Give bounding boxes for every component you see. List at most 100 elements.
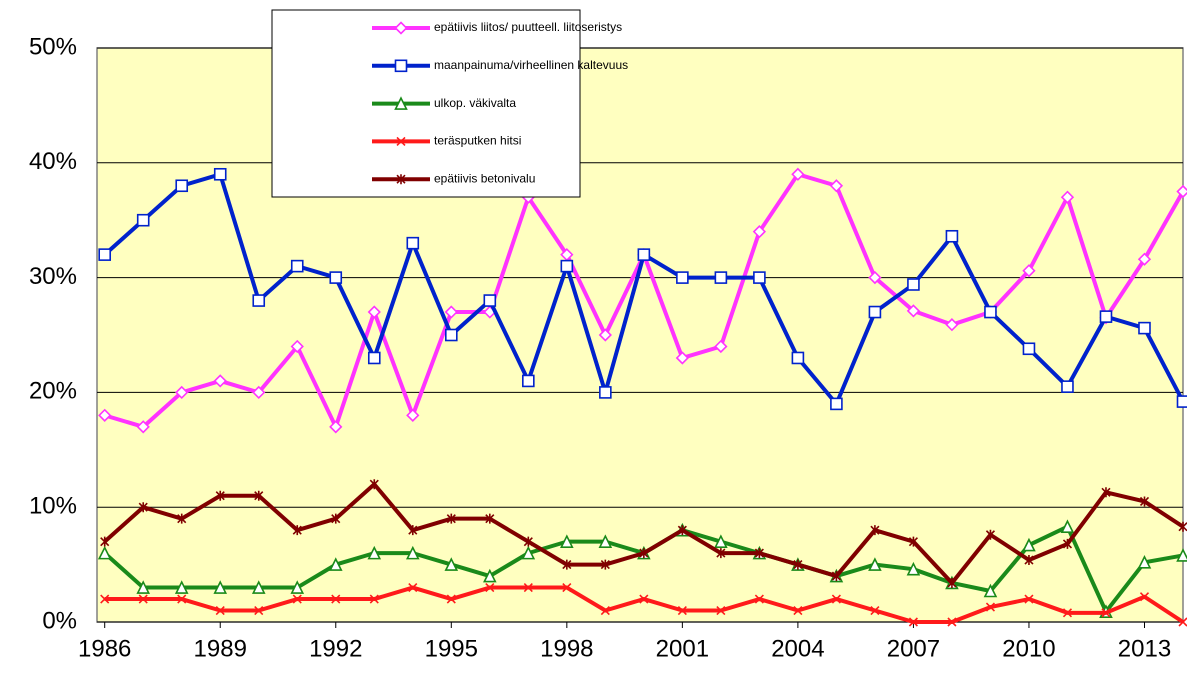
marker bbox=[906, 561, 921, 576]
marker bbox=[791, 167, 805, 181]
marker bbox=[1176, 548, 1187, 562]
marker bbox=[396, 174, 406, 185]
marker bbox=[290, 580, 305, 594]
marker bbox=[753, 271, 766, 284]
x-tick-label: 1992 bbox=[309, 635, 362, 662]
marker bbox=[328, 557, 343, 571]
marker bbox=[215, 490, 225, 501]
marker bbox=[98, 248, 112, 261]
marker bbox=[560, 259, 574, 273]
marker bbox=[1178, 617, 1187, 627]
marker bbox=[752, 225, 767, 239]
marker bbox=[483, 568, 497, 583]
marker bbox=[329, 271, 343, 284]
marker bbox=[754, 594, 764, 604]
marker bbox=[254, 605, 264, 616]
marker bbox=[175, 179, 189, 193]
marker bbox=[483, 294, 497, 307]
marker bbox=[100, 536, 110, 547]
marker bbox=[754, 548, 764, 559]
marker bbox=[984, 305, 997, 319]
marker bbox=[290, 339, 304, 354]
marker bbox=[599, 386, 612, 399]
marker bbox=[1176, 395, 1187, 408]
marker bbox=[1101, 608, 1111, 618]
marker bbox=[136, 420, 150, 434]
marker bbox=[985, 602, 996, 612]
marker bbox=[252, 294, 266, 307]
marker bbox=[292, 525, 302, 536]
x-tick-label: 2007 bbox=[887, 635, 940, 662]
marker bbox=[177, 513, 187, 524]
marker bbox=[868, 270, 882, 285]
x-tick-label: 2010 bbox=[1002, 635, 1055, 662]
marker bbox=[394, 21, 408, 35]
marker bbox=[367, 545, 382, 560]
marker bbox=[174, 580, 189, 594]
y-tick-label: 50% bbox=[29, 33, 77, 60]
marker bbox=[831, 594, 841, 604]
marker bbox=[714, 271, 728, 284]
marker bbox=[329, 420, 343, 434]
x-tick-label: 1989 bbox=[194, 635, 247, 662]
marker bbox=[369, 479, 379, 490]
marker bbox=[791, 351, 805, 365]
marker bbox=[405, 545, 420, 560]
marker bbox=[175, 385, 189, 400]
marker bbox=[100, 594, 110, 604]
marker bbox=[1024, 555, 1034, 566]
marker bbox=[908, 617, 918, 627]
marker bbox=[254, 490, 264, 501]
y-tick-label: 10% bbox=[29, 493, 77, 520]
marker bbox=[562, 582, 572, 593]
marker bbox=[947, 577, 957, 588]
marker bbox=[444, 305, 458, 319]
marker bbox=[831, 571, 841, 582]
marker bbox=[829, 179, 844, 193]
marker bbox=[793, 605, 803, 616]
marker bbox=[1024, 594, 1034, 604]
marker bbox=[446, 594, 456, 604]
x-tick-label: 1998 bbox=[540, 635, 593, 662]
x-tick-label: 2013 bbox=[1118, 635, 1171, 662]
plot-area bbox=[96, 47, 1184, 623]
marker bbox=[868, 305, 882, 319]
marker bbox=[1022, 342, 1036, 356]
marker bbox=[907, 278, 920, 291]
legend-label: epätiivis liitos/ puutteell. liitoserist… bbox=[434, 20, 622, 34]
marker bbox=[1139, 592, 1150, 602]
marker bbox=[292, 594, 302, 604]
y-tick-label: 30% bbox=[29, 263, 77, 290]
marker bbox=[136, 213, 150, 227]
marker bbox=[637, 248, 651, 261]
marker bbox=[562, 559, 572, 570]
marker bbox=[677, 605, 687, 616]
marker bbox=[290, 259, 304, 273]
marker bbox=[714, 534, 728, 548]
marker bbox=[394, 96, 408, 110]
marker bbox=[983, 583, 998, 598]
marker bbox=[523, 536, 533, 547]
marker bbox=[1022, 537, 1036, 552]
marker bbox=[523, 582, 533, 593]
marker bbox=[906, 304, 921, 318]
marker bbox=[408, 582, 418, 593]
marker bbox=[870, 605, 880, 616]
marker bbox=[945, 229, 959, 243]
marker bbox=[1061, 380, 1074, 393]
marker bbox=[560, 534, 574, 548]
marker bbox=[1099, 310, 1113, 323]
marker bbox=[485, 582, 495, 593]
marker bbox=[1022, 264, 1036, 278]
marker bbox=[406, 408, 420, 422]
marker bbox=[406, 236, 420, 250]
marker bbox=[1062, 608, 1073, 618]
x-tick-label: 2004 bbox=[771, 635, 824, 662]
marker bbox=[369, 594, 379, 604]
marker bbox=[98, 408, 112, 422]
marker bbox=[676, 271, 689, 284]
marker bbox=[446, 513, 456, 524]
x-tick-label: 2001 bbox=[656, 635, 709, 662]
y-tick-label: 0% bbox=[42, 607, 77, 634]
marker bbox=[1138, 321, 1151, 335]
